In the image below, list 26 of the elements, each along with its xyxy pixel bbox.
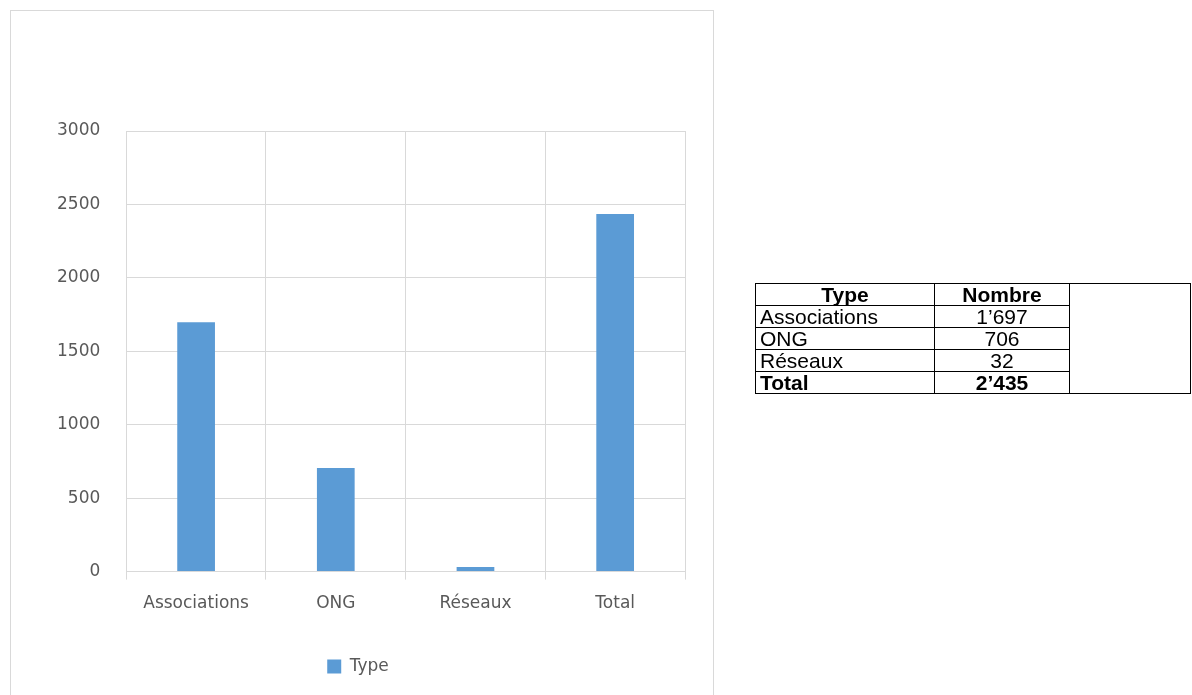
text: 706 [934,327,1070,350]
text: 32 [934,349,1070,372]
text: Total [755,371,935,394]
y-tick-label: 0 [89,560,101,581]
text: Type [755,283,935,306]
text: Associations [755,305,935,328]
y-tick-label: 2500 [57,192,101,213]
y-tick-label: 2000 [57,266,101,287]
y-tick-label: 500 [67,486,101,507]
text: 1’697 [934,305,1070,328]
y-tick-label: 3000 [57,119,101,140]
x-tick-label: Total [594,592,636,613]
text: Réseaux [755,349,935,372]
bar [177,322,215,572]
x-tick-label: ONG [316,592,356,613]
bar [596,213,635,572]
y-tick-label: 1500 [57,339,101,360]
text: 2’435 [934,371,1070,394]
text: Nombre [934,283,1070,306]
bar [456,566,495,572]
text: ONG [755,327,935,350]
bar [316,467,355,572]
x-tick-label: Associations [143,592,250,613]
y-tick-label: 1000 [57,413,101,434]
x-tick-label: Réseaux [439,592,512,613]
legend-label: Type [348,654,389,675]
